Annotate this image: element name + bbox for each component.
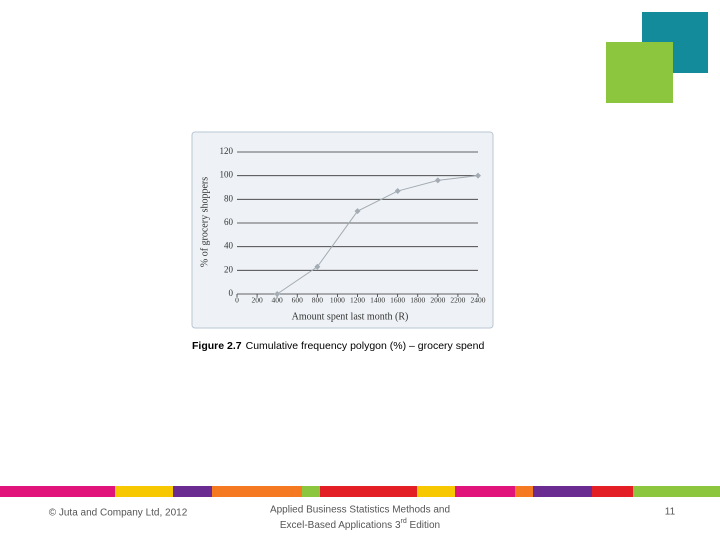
x-tick-label: 2400 — [471, 296, 486, 305]
book-title: Excel-Based Applications 3rd Edition — [280, 518, 440, 531]
copyright: © Juta and Company Ltd, 2012 — [49, 508, 188, 519]
book-title: Applied Business Statistics Methods and — [270, 505, 450, 516]
caption-text: Cumulative frequency polygon (%) – groce… — [246, 340, 485, 352]
data-line — [276, 175, 479, 295]
y-tick-label: 40 — [224, 241, 234, 251]
y-tick-label: 60 — [224, 217, 234, 227]
book-sup: rd — [401, 518, 407, 525]
caption-label: Figure 2.7 — [192, 340, 242, 352]
y-tick-label: 20 — [224, 264, 234, 274]
page-number: 11 — [665, 507, 676, 518]
deco-square — [606, 42, 673, 103]
x-tick-label: 1800 — [410, 296, 425, 305]
y-tick-label: 0 — [229, 288, 234, 298]
caption: Figure 2.7 Cumulative frequency polygon (… — [192, 340, 484, 352]
x-tick-label: 2200 — [450, 296, 465, 305]
y-tick-label: 80 — [224, 193, 234, 203]
x-tick-label: 1600 — [390, 296, 405, 305]
x-tick-label: 800 — [312, 296, 324, 305]
x-tick-label: 1000 — [330, 296, 345, 305]
x-axis-label: Amount spent last month (R) — [292, 311, 409, 322]
y-tick-label: 100 — [220, 170, 234, 180]
data-point — [475, 172, 481, 179]
book-text: Excel-Based Applications 3 — [280, 520, 401, 531]
data-point — [394, 188, 401, 195]
y-axis-label: % of grocery shoppers — [199, 177, 210, 267]
book-text: Edition — [407, 520, 440, 531]
x-tick-label: 400 — [272, 296, 284, 305]
chart-panel — [191, 131, 494, 329]
x-tick-label: 200 — [251, 296, 263, 305]
data-point — [354, 208, 361, 215]
x-tick-label: 1200 — [350, 296, 365, 305]
x-tick-label: 0 — [235, 296, 239, 305]
data-point — [434, 177, 441, 184]
x-tick-label: 1400 — [370, 296, 385, 305]
y-tick-label: 120 — [220, 146, 234, 156]
data-point — [274, 291, 281, 297]
x-tick-label: 600 — [292, 296, 304, 305]
x-tick-label: 2000 — [430, 296, 445, 305]
data-point — [314, 263, 321, 270]
stripe — [0, 486, 720, 497]
